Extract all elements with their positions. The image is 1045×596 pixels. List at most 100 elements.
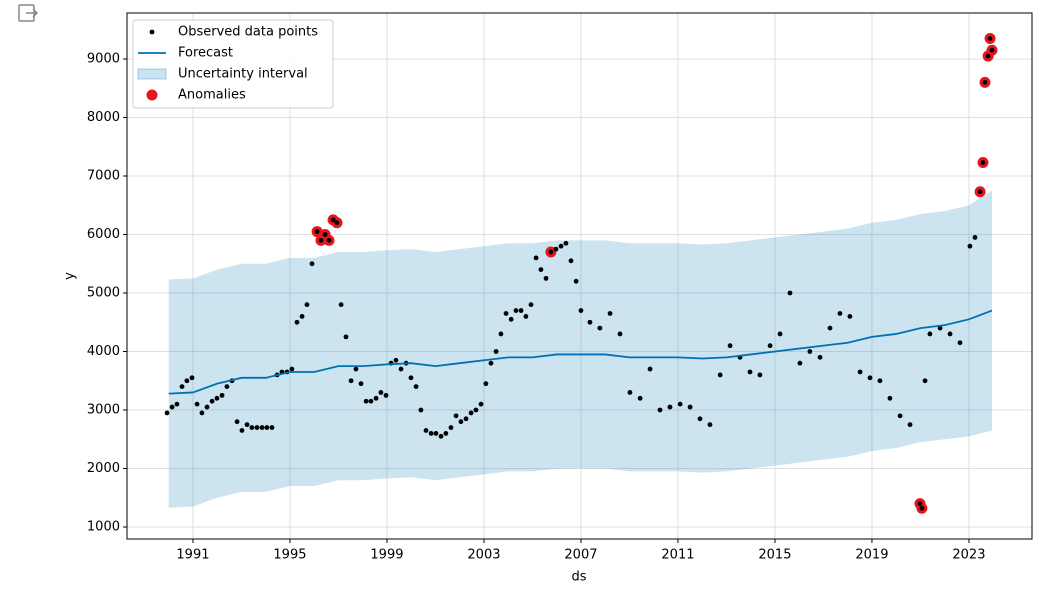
observed-point [508, 316, 514, 322]
observed-point [597, 325, 603, 331]
observed-point [647, 366, 653, 372]
observed-point [867, 375, 873, 381]
observed-point [353, 366, 359, 372]
observed-point [393, 357, 399, 363]
observed-point [919, 505, 925, 511]
observed-point [239, 428, 245, 433]
x-tick-label: 1991 [176, 548, 209, 563]
legend-label: Uncertainty interval [178, 67, 308, 82]
observed-point [677, 401, 683, 407]
observed-point [358, 381, 364, 387]
observed-point [189, 375, 195, 381]
observed-point [498, 331, 504, 337]
observed-point [478, 401, 484, 407]
exit-icon[interactable] [18, 4, 39, 22]
x-tick-label: 2019 [855, 548, 888, 563]
observed-point [448, 425, 454, 430]
observed-point [299, 313, 305, 319]
x-tick-label: 1999 [370, 548, 403, 563]
observed-point [373, 395, 379, 401]
observed-point [408, 375, 414, 381]
observed-point [927, 331, 933, 337]
uncertainty-band [168, 190, 992, 508]
y-tick-label: 5000 [87, 285, 120, 300]
x-tick-label: 2023 [952, 548, 985, 563]
plot-frame [126, 12, 1033, 540]
observed-point [817, 354, 823, 360]
observed-point [807, 349, 813, 354]
observed-point [757, 372, 763, 378]
y-tick-label: 8000 [87, 110, 120, 125]
observed-point [543, 275, 549, 281]
observed-point [383, 392, 389, 398]
legend-label: Observed data points [178, 25, 318, 40]
observed-point [343, 334, 349, 340]
y-tick-label: 6000 [87, 227, 120, 242]
observed-point [294, 319, 300, 325]
y-tick-label: 9000 [87, 51, 120, 66]
observed-point [837, 311, 843, 316]
observed-point [438, 433, 444, 439]
observed-point [957, 340, 963, 346]
observed-point [169, 404, 175, 410]
observed-point [513, 308, 519, 313]
observed-point [657, 407, 663, 413]
observed-point [164, 410, 170, 416]
observed-point [209, 398, 215, 404]
observed-point [917, 501, 923, 507]
observed-point [423, 428, 429, 433]
observed-point [982, 79, 988, 85]
x-tick-label: 2007 [564, 548, 597, 563]
observed-point [637, 395, 643, 401]
observed-point [483, 381, 489, 387]
observed-point [573, 278, 579, 284]
y-axis-label: y [63, 272, 78, 280]
legend-marker [149, 29, 155, 35]
observed-point [538, 267, 544, 272]
y-tick-label: 1000 [87, 520, 120, 535]
observed-point [717, 372, 723, 378]
observed-point [989, 47, 995, 53]
observed-point [322, 232, 328, 237]
observed-point [697, 416, 703, 422]
observed-point [249, 425, 255, 430]
observed-point [244, 422, 250, 428]
x-tick-label: 1995 [273, 548, 306, 563]
observed-point [254, 425, 260, 430]
observed-point [897, 413, 903, 419]
observed-point [627, 390, 633, 395]
legend-label: Forecast [178, 46, 233, 61]
observed-point [797, 360, 803, 366]
observed-point [568, 258, 574, 264]
observed-point [413, 384, 419, 389]
observed-point [907, 422, 913, 428]
observed-point [309, 261, 315, 267]
observed-point [259, 425, 265, 430]
observed-point [767, 343, 773, 349]
y-tick-label: 3000 [87, 403, 120, 418]
observed-point [548, 249, 554, 255]
observed-point [980, 160, 986, 165]
observed-point [533, 255, 539, 261]
observed-point [617, 331, 623, 337]
x-axis-label: ds [571, 570, 586, 585]
observed-point [922, 378, 928, 384]
observed-point [179, 384, 185, 389]
observed-point [563, 240, 569, 246]
legend-marker [137, 68, 167, 80]
observed-point [877, 378, 883, 384]
observed-point [847, 313, 853, 319]
observed-point [707, 422, 713, 428]
observed-point [558, 243, 564, 249]
y-tick-label: 4000 [87, 344, 120, 359]
legend-box [132, 19, 334, 109]
observed-point [553, 246, 559, 252]
observed-point [947, 331, 953, 337]
observed-point [304, 302, 310, 308]
observed-point [687, 404, 693, 410]
observed-point [378, 390, 384, 395]
observed-point [204, 404, 210, 410]
observed-point [199, 410, 205, 416]
observed-point [747, 369, 753, 375]
observed-point [972, 235, 978, 240]
